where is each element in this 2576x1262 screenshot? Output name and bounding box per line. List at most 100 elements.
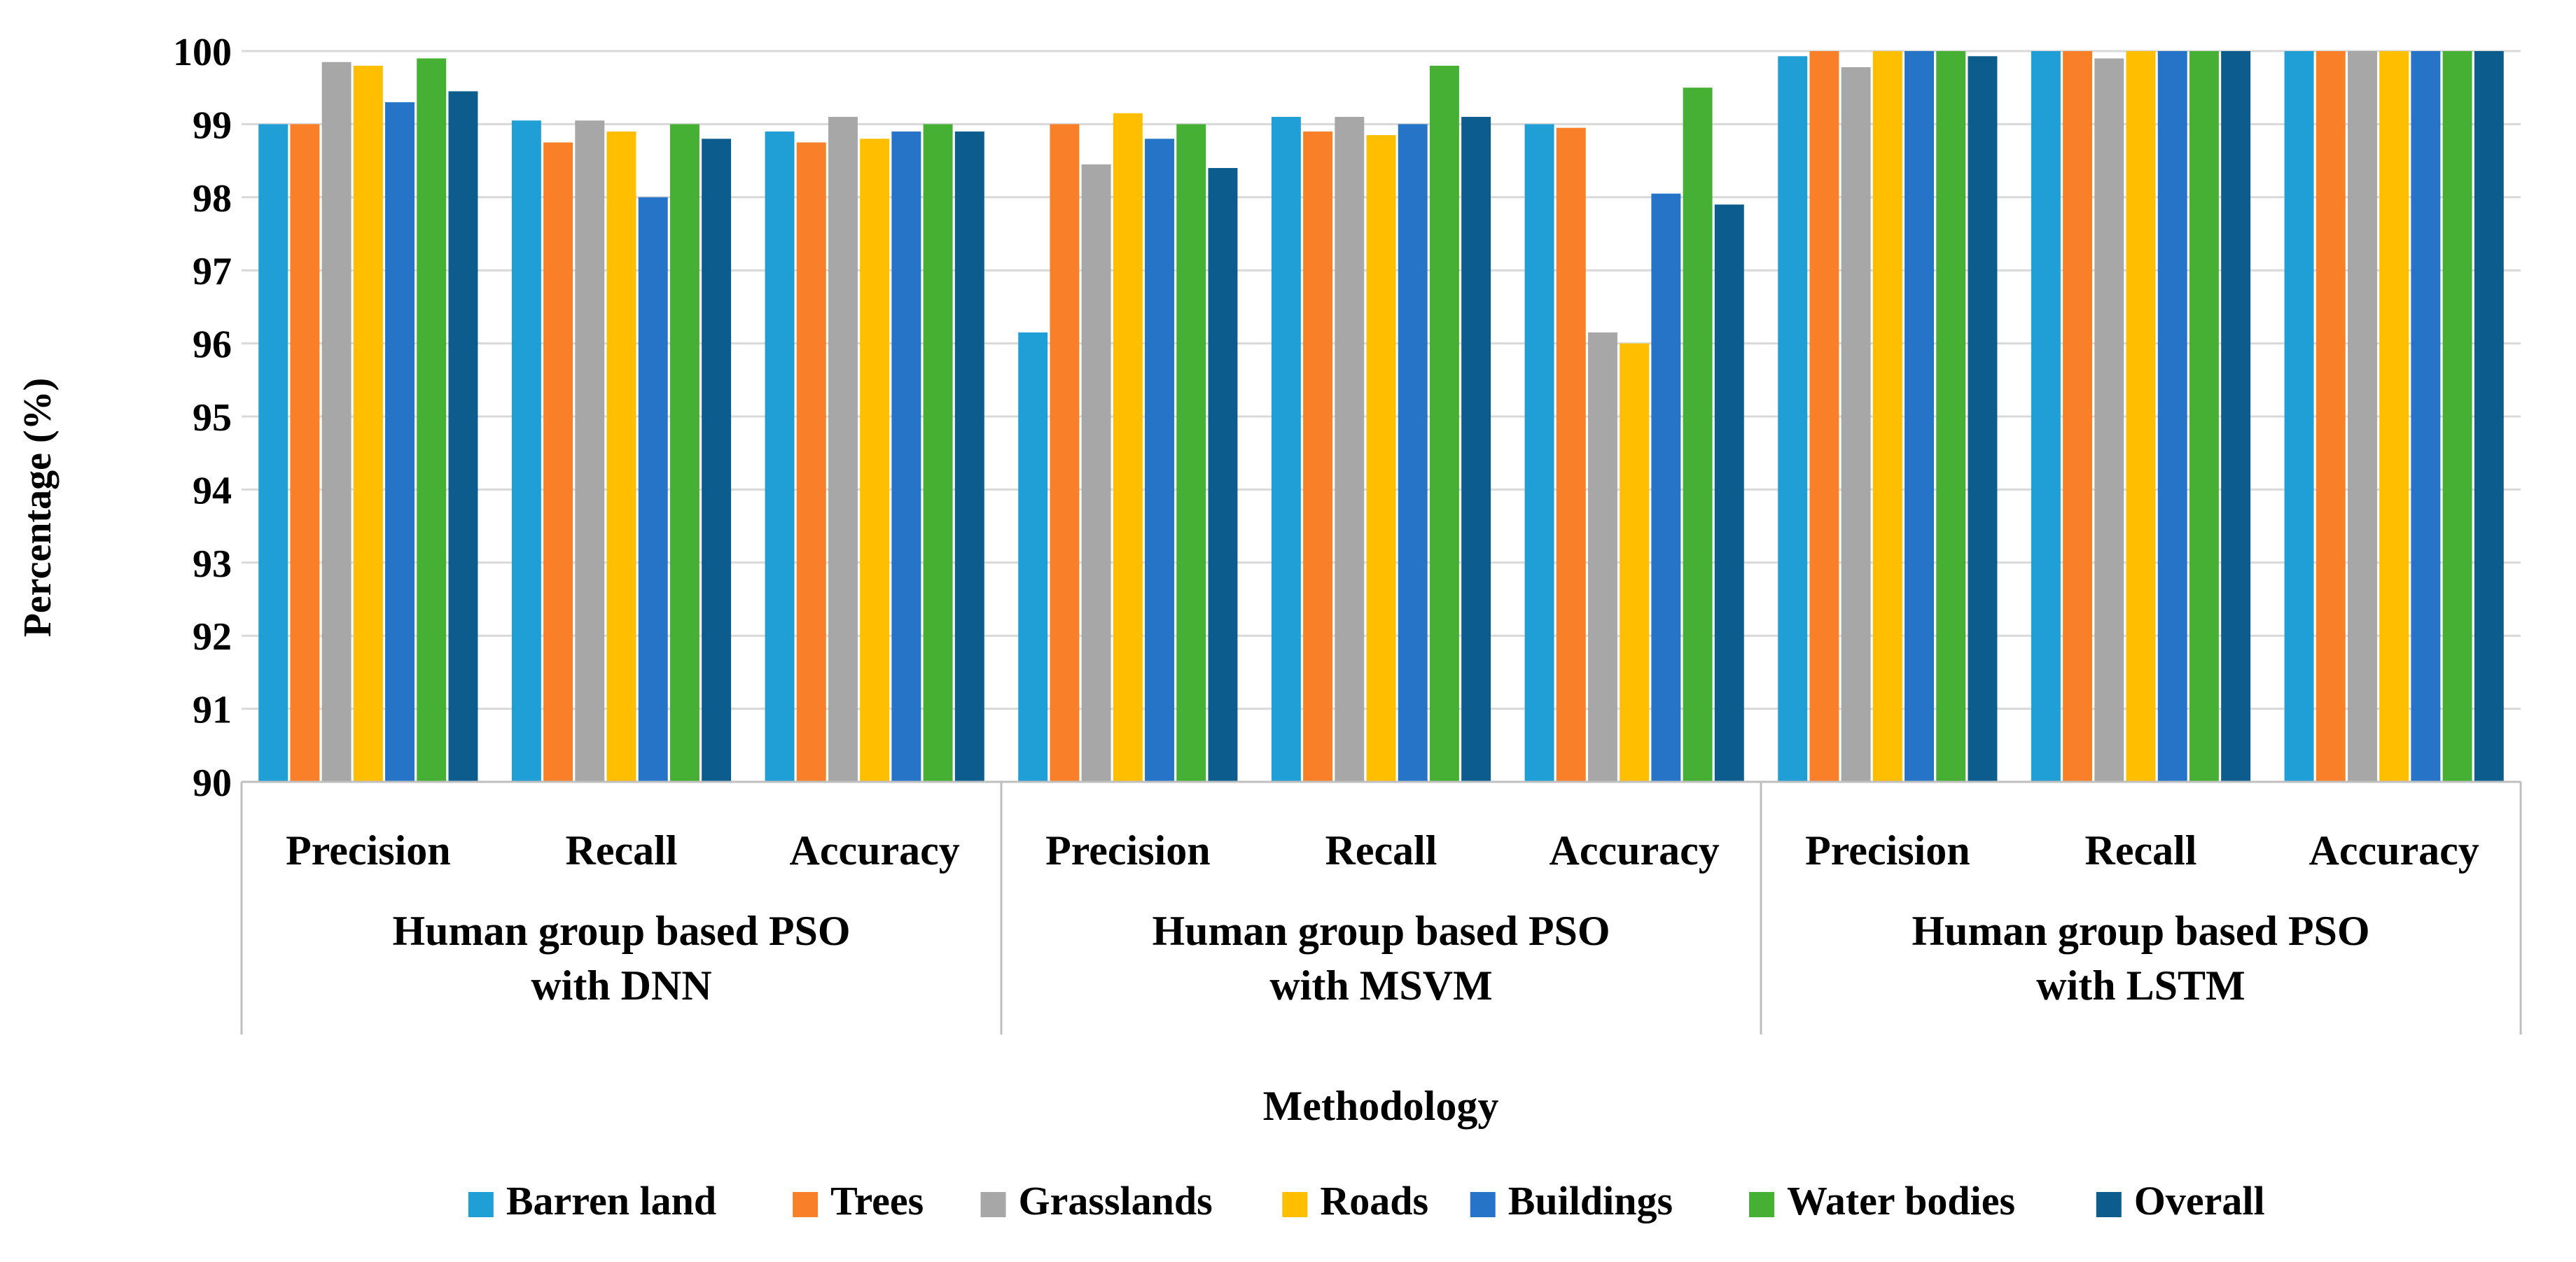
bar: [1809, 51, 1839, 782]
bar: [2347, 51, 2377, 782]
bar: [575, 120, 605, 782]
bar: [860, 139, 890, 782]
x-group-label: Human group based PSO: [1912, 908, 2369, 954]
bar: [1556, 127, 1586, 782]
y-tick-label: 100: [173, 31, 232, 74]
bar: [1335, 116, 1365, 782]
bar: [2284, 51, 2314, 782]
legend-swatch: [2096, 1192, 2122, 1217]
bar: [923, 124, 953, 782]
bar: [1968, 56, 1998, 783]
bar: [1176, 124, 1206, 782]
bar: [702, 139, 732, 782]
x-axis-title: Methodology: [1263, 1083, 1499, 1129]
bar: [2031, 51, 2061, 782]
bar: [448, 91, 478, 783]
bar: [385, 102, 415, 782]
bar: [2189, 51, 2219, 782]
bar: [258, 124, 288, 782]
x-category-label: Recall: [2085, 827, 2197, 874]
bar: [1113, 113, 1143, 783]
bar: [1050, 124, 1080, 782]
legend-label: Overall: [2134, 1178, 2265, 1224]
x-category-labels: Precision Recall Accuracy Precision Recall Ac…: [286, 827, 2479, 874]
bar: [2126, 51, 2156, 782]
x-category-label: Precision: [1045, 827, 1211, 874]
bar: [1018, 332, 1048, 782]
legend-swatch: [468, 1192, 494, 1217]
x-group-label: Human group based PSO: [1152, 908, 1610, 954]
bar: [290, 124, 320, 782]
bar: [1524, 124, 1554, 782]
y-tick-label: 98: [193, 177, 232, 220]
legend-swatch: [1470, 1192, 1496, 1217]
bar: [2442, 51, 2472, 782]
bar: [828, 116, 858, 782]
legend-label: Trees: [830, 1178, 924, 1224]
x-group-label: Human group based PSO: [392, 908, 850, 954]
bar: [1872, 51, 1902, 782]
x-group-labels: Human group based PSO with DNN Human group…: [392, 908, 2369, 1009]
x-category-label: Precision: [286, 827, 451, 874]
y-tick-label: 91: [193, 689, 232, 732]
bar: [2474, 51, 2504, 782]
axes: [240, 780, 2522, 1035]
legend-swatch: [980, 1192, 1006, 1217]
y-tick-label: 96: [193, 323, 232, 367]
bars: [258, 51, 2504, 783]
x-category-label: Recall: [1325, 827, 1437, 874]
bar: [543, 142, 573, 782]
bar: [1905, 51, 1935, 782]
y-tick-label: 90: [193, 762, 232, 805]
bar: [1714, 204, 1744, 782]
legend-swatch: [793, 1192, 819, 1217]
bar: [353, 65, 383, 782]
bar: [1398, 124, 1428, 782]
y-tick-label: 94: [193, 469, 232, 512]
bar: [669, 124, 699, 782]
bar: [2063, 51, 2093, 782]
x-group-label: with MSVM: [1269, 962, 1492, 1009]
bar: [1081, 164, 1111, 782]
y-tick-label: 95: [193, 396, 232, 440]
bar: [2379, 51, 2409, 782]
bar: [2157, 51, 2187, 782]
bar: [1303, 131, 1333, 783]
bar: [1651, 193, 1681, 783]
bar: [1145, 139, 1175, 782]
bar: [796, 142, 826, 782]
legend-swatch: [1282, 1192, 1308, 1217]
bar: [1778, 56, 1808, 783]
bar: [511, 120, 541, 782]
bar: [321, 62, 351, 782]
x-category-label: Accuracy: [1550, 827, 1720, 874]
bar: [1429, 65, 1459, 782]
bar: [2221, 51, 2251, 782]
y-axis-title: Percentage (%): [16, 378, 60, 638]
x-category-label: Precision: [1805, 827, 1970, 874]
bar: [1587, 332, 1617, 782]
bar: [1208, 168, 1238, 783]
bar: [2094, 58, 2124, 783]
legend-label: Roads: [1320, 1178, 1428, 1224]
x-group-label: with DNN: [531, 962, 711, 1009]
bar: [606, 131, 636, 783]
bar: [638, 197, 668, 782]
bar: [2316, 51, 2346, 782]
bar: [1366, 135, 1396, 782]
bar: [1936, 51, 1966, 782]
bar: [1271, 116, 1301, 782]
legend-label: Barren land: [506, 1178, 716, 1224]
bar: [765, 131, 795, 783]
legend-swatch: [1749, 1192, 1775, 1217]
legend-label: Water bodies: [1787, 1178, 2015, 1224]
y-tick-label: 99: [193, 104, 232, 147]
bar: [891, 131, 921, 783]
bar: [954, 131, 984, 783]
legend-label: Grasslands: [1019, 1178, 1213, 1224]
y-tick-labels: 90 91 92 93 94 95 96 97 98 99 100: [173, 31, 232, 805]
bar: [2411, 51, 2441, 782]
y-tick-label: 93: [193, 542, 232, 586]
